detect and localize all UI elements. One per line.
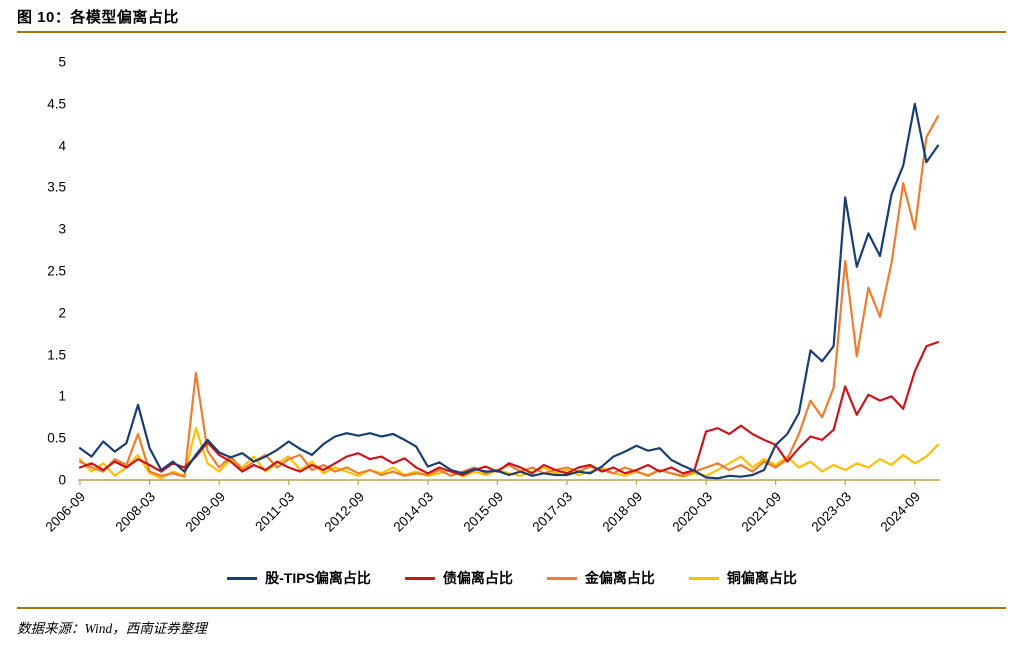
legend-item-gold: 金偏离占比 bbox=[546, 568, 655, 588]
legend-label: 债偏离占比 bbox=[442, 570, 513, 586]
y-tick-label: 3 bbox=[58, 221, 66, 237]
legend-item-copper: 铜偏离占比 bbox=[688, 568, 797, 588]
series-line-stock-tips bbox=[78, 102, 940, 480]
legend-line-swatch bbox=[227, 576, 258, 580]
source-note: 数据来源：Wind，西南证券整理 bbox=[17, 621, 207, 636]
figure-title: 图 10：各模型偏离占比 bbox=[17, 9, 179, 26]
legend-label: 股-TIPS偏离占比 bbox=[265, 570, 371, 586]
y-tick-label: 3.5 bbox=[47, 179, 66, 195]
y-tick-label: 0.5 bbox=[47, 430, 66, 446]
y-tick-label: 2.5 bbox=[47, 263, 66, 279]
legend-label: 金偏离占比 bbox=[584, 570, 655, 586]
y-tick-label: 2 bbox=[58, 305, 66, 321]
legend-item-bond: 债偏离占比 bbox=[404, 568, 513, 588]
legend-line-swatch bbox=[546, 576, 577, 580]
series-line-copper bbox=[78, 427, 940, 480]
legend-line-swatch bbox=[404, 576, 435, 580]
y-tick-label: 4.5 bbox=[47, 96, 66, 112]
y-tick-label: 1.5 bbox=[47, 347, 66, 363]
y-tick-label: 4 bbox=[58, 138, 66, 154]
legend-line-swatch bbox=[688, 576, 719, 580]
top-divider bbox=[17, 31, 1006, 33]
series-line-gold bbox=[78, 115, 940, 478]
y-tick-label: 5 bbox=[58, 54, 66, 70]
y-tick-label: 1 bbox=[58, 388, 66, 404]
series-line-bond bbox=[78, 341, 940, 477]
legend-label: 铜偏离占比 bbox=[726, 570, 797, 586]
legend-item-stock-tips: 股-TIPS偏离占比 bbox=[227, 568, 371, 588]
legend: 股-TIPS偏离占比 债偏离占比 金偏离占比 铜偏离占比 bbox=[0, 568, 1024, 588]
bottom-divider bbox=[17, 607, 1006, 609]
y-tick-label: 0 bbox=[58, 472, 66, 488]
